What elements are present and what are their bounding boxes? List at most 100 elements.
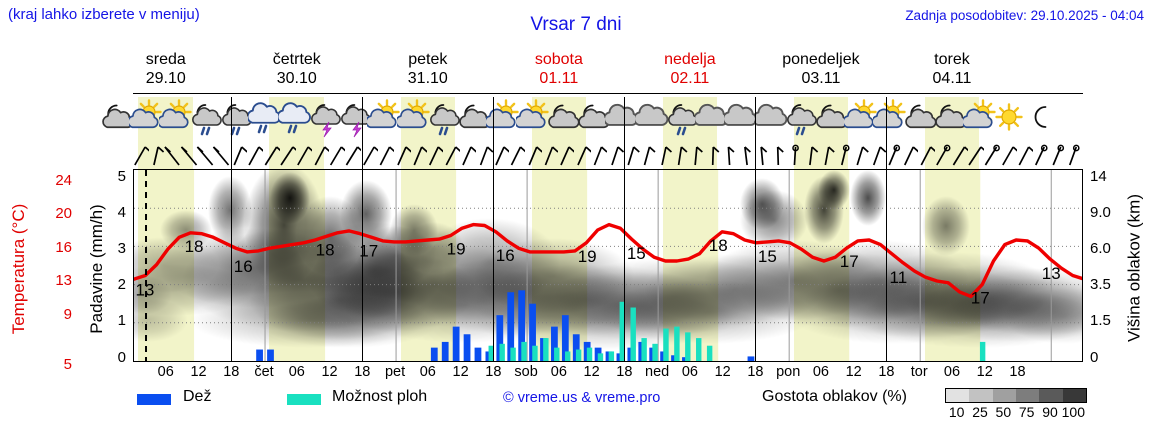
temperature-value-label: 18 [709, 236, 728, 255]
day-separator [493, 97, 495, 362]
wind-barb [362, 146, 378, 166]
cloud-density-tick: 90 [1042, 404, 1058, 420]
weather-icon-sun-cloud [129, 99, 163, 139]
wind-barb [1035, 144, 1048, 166]
time-tick: sob [514, 364, 538, 380]
temperature-value-label: 17 [359, 241, 378, 260]
time-tick: 12 [845, 364, 862, 380]
cloudheight-tick: 14 [1090, 168, 1107, 185]
time-tick: 06 [419, 364, 436, 380]
temperature-tick: 9 [63, 306, 72, 323]
day-name: četrtek [272, 51, 321, 68]
location-menu-note[interactable]: (kraj lahko izberete v meniju) [8, 6, 200, 23]
wind-barb [888, 144, 901, 166]
temperature-tick: 13 [55, 272, 72, 289]
time-tick: čet [254, 364, 274, 380]
cloudheight-tick: 0 [1090, 349, 1099, 366]
precipitation-tick: 5 [117, 168, 126, 185]
wind-barb [824, 146, 836, 166]
time-tick: 12 [190, 364, 207, 380]
time-tick: 18 [747, 364, 764, 380]
cloud-density-legend-label: Gostota oblakov (%) [762, 388, 907, 405]
wind-barb [133, 146, 149, 166]
cloudheight-tick: 9.0 [1090, 204, 1111, 221]
wind-barb [445, 146, 460, 166]
temperature-value-label: 16 [234, 257, 253, 276]
day-separator [624, 97, 626, 362]
temperature-axis-title: Temperatura (°C) [6, 163, 32, 373]
day-date: 29.10 [145, 70, 186, 87]
wind-barb [968, 146, 984, 166]
wind-barb [610, 146, 624, 166]
time-tick: 12 [583, 364, 600, 380]
temperature-value-label: 15 [758, 247, 777, 266]
day-separator [755, 97, 757, 362]
temperature-value-label: 19 [447, 239, 466, 258]
wind-barb [560, 146, 575, 166]
wind-barb [743, 146, 751, 166]
temperature-tick: 20 [55, 205, 72, 222]
wind-barb [777, 146, 785, 166]
temperature-value-label: 16 [496, 246, 515, 265]
cloud-density-swatch [969, 389, 993, 402]
time-tick: 18 [878, 364, 895, 380]
time-tick: 06 [943, 364, 961, 380]
chart-grid-area: 18 16 18 17 19 16 19 15 18 15 17 11 17 13 13 [133, 169, 1083, 362]
wind-barb [904, 146, 919, 166]
time-tick: 18 [354, 364, 371, 380]
wind-barb [479, 146, 493, 166]
wind-barb [297, 146, 313, 166]
cloudheight-tick: 3.5 [1090, 276, 1111, 293]
time-tick: 06 [681, 364, 698, 380]
day-header-sobota: sobota 01.11 [489, 50, 629, 88]
cloud-density-swatch [992, 389, 1016, 402]
wind-barb [413, 146, 427, 166]
wind-barb [164, 146, 181, 166]
day-date: 01.11 [539, 70, 579, 87]
day-date: 03.11 [801, 70, 841, 87]
day-name: ponedeljek [782, 51, 860, 68]
day-header-četrtek: četrtek 30.10 [227, 50, 367, 88]
rain-legend-label: Dež [183, 388, 212, 405]
wind-barb [593, 146, 608, 166]
time-tick: 18 [223, 364, 240, 380]
cloud-density-swatch [1062, 389, 1086, 402]
precipitation-tick: 2 [117, 276, 126, 293]
wind-barb [233, 146, 247, 166]
wind-barb [429, 146, 444, 166]
wind-barb [396, 146, 411, 166]
day-name: nedelja [664, 51, 716, 68]
time-tick: 12 [976, 364, 993, 380]
day-separator [362, 97, 364, 362]
wind-barb [1069, 144, 1080, 166]
wind-barb [528, 146, 542, 166]
copyright-link[interactable]: © vreme.us & vreme.pro [503, 390, 661, 406]
weather-icon-moon-cloud-rain [427, 99, 461, 139]
time-tick: 06 [550, 364, 567, 380]
temperature-tick: 5 [63, 356, 72, 373]
weather-icon-cloud-rain [278, 99, 312, 139]
weather-icon-sun-cloud [873, 99, 907, 139]
shower-legend-swatch [287, 394, 321, 405]
time-tick: 06 [812, 364, 829, 380]
wind-barb-row [133, 143, 1083, 169]
precipitation-tick: 1 [117, 312, 126, 329]
wind-barb [379, 146, 395, 166]
wind-barb [153, 146, 165, 166]
weather-icon-cloud [754, 99, 788, 139]
cloud-density-tick: 100 [1061, 404, 1085, 420]
weather-icon-sun-cloud [516, 99, 550, 139]
cloudheight-tick: 6.0 [1090, 240, 1111, 257]
day-header-ponedeljek: ponedeljek 03.11 [751, 50, 891, 88]
cloud-density-swatch [1039, 389, 1063, 402]
wind-barb [809, 146, 819, 166]
wind-barb [213, 146, 230, 166]
shower-legend-label: Možnost ploh [332, 388, 428, 405]
day-date: 02.11 [670, 70, 710, 87]
cloud-density-scale [945, 388, 1087, 403]
time-tick: ned [645, 364, 670, 380]
day-header-torek: torek 04.11 [882, 50, 1022, 88]
weather-icon-moon-cloud-rain [189, 99, 223, 139]
temperature-tick: 16 [55, 239, 72, 256]
wind-barb [694, 146, 704, 166]
